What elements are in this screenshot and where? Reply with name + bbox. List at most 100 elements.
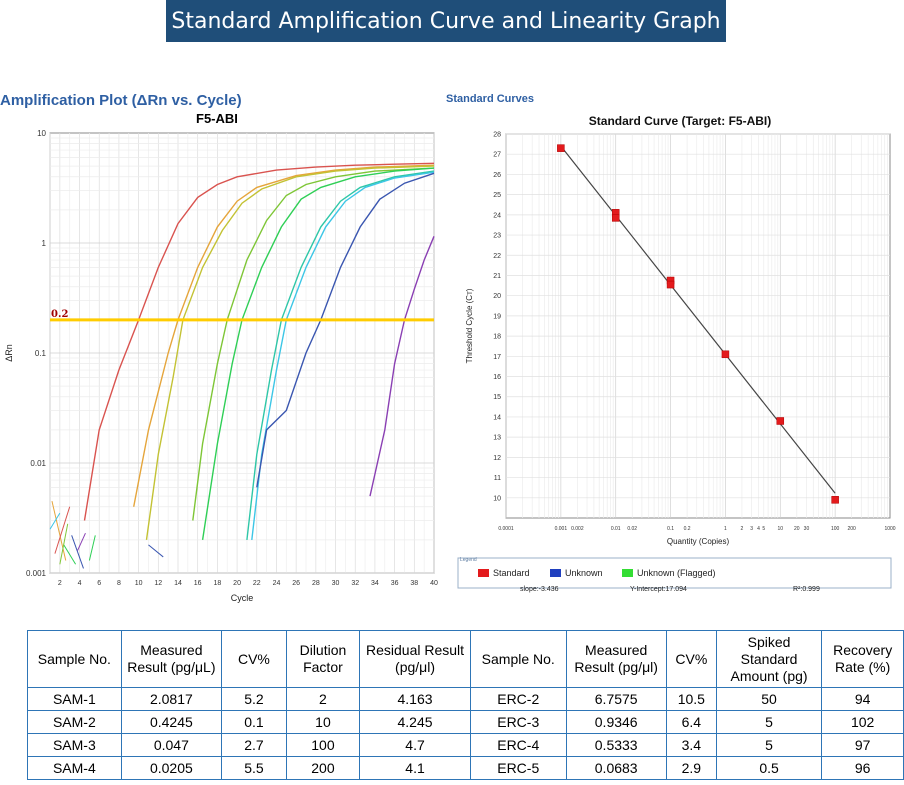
table-cell: SAM-2 — [28, 711, 122, 734]
amp-x-tick-label: 22 — [253, 580, 261, 587]
std-x-tick-label: 3 — [750, 526, 753, 532]
std-y-axis-label: Threshold Cycle (Cᴛ) — [465, 288, 474, 363]
table-cell: 5.5 — [222, 757, 287, 780]
std-legend-label: Standard — [493, 568, 530, 578]
std-x-tick-label: 1 — [724, 526, 727, 532]
std-data-point — [557, 145, 564, 152]
amp-x-tick-label: 38 — [410, 580, 418, 587]
std-legend-swatch — [550, 569, 561, 577]
amp-x-tick-label: 32 — [351, 580, 359, 587]
table-cell: 0.047 — [121, 734, 221, 757]
table-cell: 10.5 — [666, 688, 716, 711]
table-cell: SAM-4 — [28, 757, 122, 780]
table-cell: 0.1 — [222, 711, 287, 734]
std-x-axis-label: Quantity (Copies) — [667, 537, 730, 546]
table-cell: SAM-1 — [28, 688, 122, 711]
std-y-tick-label: 13 — [493, 435, 501, 442]
table-cell: 0.5333 — [566, 734, 666, 757]
std-y-tick-label: 26 — [493, 172, 501, 179]
amp-x-tick-label: 14 — [174, 580, 182, 587]
amp-x-tick-label: 20 — [233, 580, 241, 587]
amp-threshold-label: 0.2 — [51, 309, 68, 320]
table-cell: 100 — [286, 734, 359, 757]
std-y-tick-label: 12 — [493, 455, 501, 462]
std-y-tick-label: 21 — [493, 273, 501, 280]
table-cell: 4.7 — [360, 734, 471, 757]
std-legend-swatch — [478, 569, 489, 577]
amp-y-axis-label: ΔRn — [4, 344, 14, 362]
amp-y-tick-label: 1 — [42, 239, 47, 248]
amplification-plot-heading: Amplification Plot (ΔRn vs. Cycle) — [0, 92, 242, 109]
std-y-tick-label: 28 — [493, 132, 501, 139]
std-x-tick-label: 30 — [804, 526, 810, 532]
table-header-cell: CV% — [666, 631, 716, 688]
amp-y-tick-label: 10 — [37, 129, 46, 138]
std-y-tick-label: 15 — [493, 394, 501, 401]
table-cell: 2.0817 — [121, 688, 221, 711]
amp-x-tick-label: 4 — [78, 580, 82, 587]
amp-x-tick-label: 28 — [312, 580, 320, 587]
table-cell: 0.0205 — [121, 757, 221, 780]
table-body: SAM-1 2.0817 5.2 2 4.163 ERC-2 6.7575 10.5 50 94 S… — [28, 688, 904, 780]
std-x-tick-label: 0.01 — [611, 526, 621, 532]
std-y-tick-label: 11 — [494, 475, 501, 482]
std-data-point — [832, 496, 839, 503]
std-y-tick-label: 22 — [493, 253, 501, 260]
std-slope-text: slope:-3.436 — [520, 586, 559, 593]
table-cell: 4.1 — [360, 757, 471, 780]
standard-curve-plot: Standard Curve (Target: F5-ABI)101112131… — [450, 106, 900, 606]
std-legend-label: Unknown (Flagged) — [637, 568, 716, 578]
table-cell: 94 — [822, 688, 904, 711]
table-cell: SAM-3 — [28, 734, 122, 757]
table-row: SAM-1 2.0817 5.2 2 4.163 ERC-2 6.7575 10.5 50 94 — [28, 688, 904, 711]
std-y-tick-label: 24 — [493, 212, 501, 219]
amp-y-tick-label: 0.001 — [26, 569, 47, 578]
std-chart-title: Standard Curve (Target: F5-ABI) — [589, 114, 771, 128]
table-cell: 6.7575 — [566, 688, 666, 711]
std-x-tick-label: 0.02 — [627, 526, 637, 532]
std-x-tick-label: 0.0001 — [498, 526, 514, 532]
std-data-point — [777, 417, 784, 424]
table-header-cell: Residual Result (pg/μl) — [360, 631, 471, 688]
table-cell: 0.9346 — [566, 711, 666, 734]
std-data-point — [667, 281, 674, 288]
std-x-tick-label: 4 — [757, 526, 760, 532]
std-y-tick-label: 14 — [493, 414, 501, 421]
std-intercept-text: Y-Intercept:17.094 — [630, 586, 687, 593]
std-x-tick-label: 0.001 — [555, 526, 568, 532]
std-x-tick-label: 2 — [741, 526, 744, 532]
amp-x-tick-label: 34 — [371, 580, 379, 587]
amplification-plot: 2 4 6 8 10 12 14 16 18 20 22 24 26 28 30 32 34 36 38 400.00… — [0, 125, 440, 605]
table-cell: 0.0683 — [566, 757, 666, 780]
amp-x-tick-label: 6 — [97, 580, 101, 587]
amp-x-tick-label: 10 — [135, 580, 143, 587]
std-legend-label: Unknown — [565, 568, 603, 578]
std-y-tick-label: 23 — [493, 233, 501, 240]
table-row: SAM-3 0.047 2.7 100 4.7 ERC-4 0.5333 3.4 5 97 — [28, 734, 904, 757]
table-header-cell: Sample No. — [28, 631, 122, 688]
table-cell: 2 — [286, 688, 359, 711]
std-x-tick-label: 200 — [847, 526, 856, 532]
std-y-tick-label: 20 — [493, 293, 501, 300]
table-cell: ERC-3 — [470, 711, 566, 734]
std-legend-swatch — [622, 569, 633, 577]
table-cell: 2.7 — [222, 734, 287, 757]
table-cell: ERC-2 — [470, 688, 566, 711]
standard-curves-heading: Standard Curves — [446, 93, 534, 105]
table-header-cell: Measured Result (pg/μl) — [566, 631, 666, 688]
table-cell: 10 — [286, 711, 359, 734]
std-y-tick-label: 18 — [493, 334, 501, 341]
table-cell: 5.2 — [222, 688, 287, 711]
amplification-plot-subtitle: F5-ABI — [196, 111, 238, 126]
table-cell: 102 — [822, 711, 904, 734]
table-header-cell: CV% — [222, 631, 287, 688]
amp-x-tick-label: 40 — [430, 580, 438, 587]
std-y-tick-label: 10 — [493, 495, 501, 502]
amp-x-tick-label: 12 — [154, 580, 162, 587]
amp-x-tick-label: 2 — [58, 580, 62, 587]
table-cell: ERC-4 — [470, 734, 566, 757]
std-y-tick-label: 19 — [493, 313, 501, 320]
std-x-tick-label: 1000 — [884, 526, 895, 532]
amp-x-tick-label: 24 — [273, 580, 281, 587]
table-cell: 96 — [822, 757, 904, 780]
